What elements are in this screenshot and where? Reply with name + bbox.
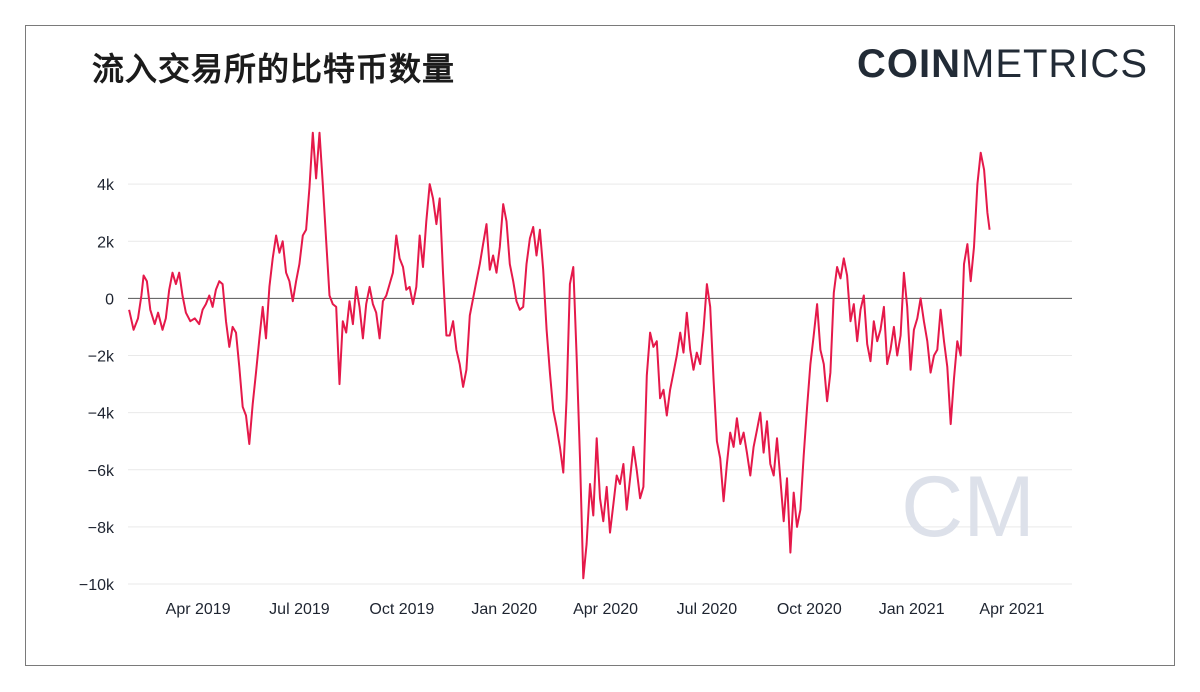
- x-tick-label: Jul 2020: [677, 601, 738, 618]
- logo-text-bold: COIN: [857, 42, 961, 86]
- logo-text-light: METRICS: [961, 42, 1148, 86]
- y-tick-label: −2k: [88, 349, 115, 366]
- y-tick-label: −10k: [79, 577, 115, 594]
- coinmetrics-logo: COINMETRICS: [857, 42, 1148, 87]
- series-line: [128, 131, 991, 580]
- cm-watermark: CM: [901, 459, 1035, 555]
- chart-frame: [25, 25, 1175, 666]
- x-tick-label: Apr 2021: [979, 601, 1044, 618]
- x-tick-label: Apr 2020: [573, 601, 638, 618]
- y-tick-label: −8k: [88, 520, 115, 537]
- gridlines: [128, 183, 1072, 585]
- x-axis-ticks: Apr 2019 Jul 2019 Oct 2019 Jan 2020 Apr 2020…: [166, 601, 1045, 618]
- x-tick-label: Jan 2021: [879, 601, 945, 618]
- y-tick-label: −4k: [88, 406, 115, 423]
- x-tick-label: Apr 2019: [166, 601, 231, 618]
- y-tick-label: 2k: [97, 234, 115, 251]
- y-tick-label: 4k: [97, 177, 115, 194]
- y-tick-label: 0: [105, 291, 114, 308]
- y-axis-ticks: 4k 2k 0 −2k −4k −6k −8k −10k: [79, 177, 115, 594]
- chart-title: 流入交易所的比特币数量: [92, 50, 456, 88]
- x-tick-label: Oct 2019: [369, 601, 434, 618]
- x-tick-label: Jan 2020: [471, 601, 537, 618]
- x-tick-label: Oct 2020: [777, 601, 842, 618]
- x-tick-label: Jul 2019: [269, 601, 330, 618]
- y-tick-label: −6k: [88, 463, 115, 480]
